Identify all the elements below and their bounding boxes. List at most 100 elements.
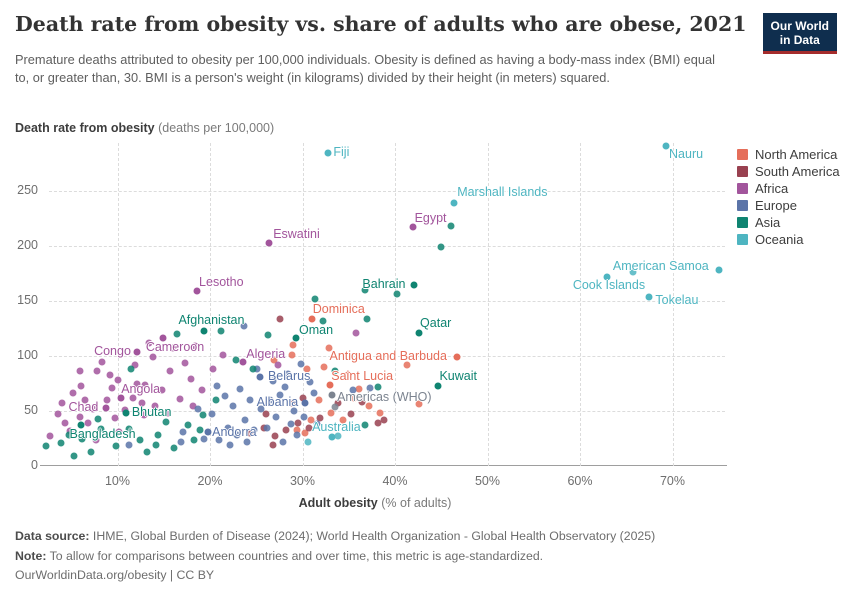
data-point-marshall-islands[interactable] — [450, 199, 458, 207]
data-point[interactable] — [276, 391, 284, 398]
data-point-chad[interactable] — [102, 404, 110, 412]
data-point[interactable] — [260, 424, 268, 431]
data-point[interactable] — [300, 413, 308, 420]
data-point[interactable] — [111, 414, 119, 422]
data-point[interactable] — [233, 431, 241, 439]
data-point[interactable] — [217, 327, 225, 335]
data-point[interactable] — [92, 436, 100, 444]
data-point[interactable] — [106, 371, 114, 379]
data-point[interactable] — [271, 432, 279, 440]
data-point[interactable] — [61, 419, 69, 427]
data-point-afghanistan[interactable] — [200, 327, 208, 335]
data-point[interactable] — [189, 402, 197, 409]
data-point-belarus[interactable] — [256, 373, 264, 381]
data-point-congo[interactable] — [133, 348, 141, 356]
data-point[interactable] — [94, 415, 102, 423]
data-point[interactable] — [224, 424, 232, 431]
data-point[interactable] — [266, 396, 274, 404]
data-point[interactable] — [293, 431, 301, 439]
data-point-american-samoa[interactable] — [715, 266, 723, 274]
data-point-algeria[interactable] — [239, 358, 247, 365]
data-point-nauru[interactable] — [662, 142, 670, 150]
data-point[interactable] — [58, 399, 66, 407]
data-point[interactable] — [196, 426, 204, 434]
data-point[interactable] — [70, 452, 78, 460]
data-point[interactable] — [213, 382, 221, 390]
data-point[interactable] — [151, 402, 159, 409]
data-point[interactable] — [288, 399, 296, 407]
data-point[interactable] — [125, 425, 133, 433]
data-point-bahrain[interactable] — [410, 281, 417, 288]
data-point-bhutan[interactable] — [122, 409, 130, 417]
data-point[interactable] — [143, 448, 151, 456]
data-point[interactable] — [361, 286, 369, 294]
data-point[interactable] — [253, 365, 261, 373]
data-point[interactable] — [145, 339, 153, 347]
data-point[interactable] — [299, 394, 307, 402]
data-point[interactable] — [140, 411, 148, 419]
data-point[interactable] — [179, 428, 187, 436]
data-point[interactable] — [76, 367, 84, 375]
data-point[interactable] — [437, 243, 445, 251]
data-point[interactable] — [208, 410, 216, 418]
data-point[interactable] — [294, 419, 302, 427]
data-point[interactable] — [236, 385, 244, 393]
data-point[interactable] — [270, 356, 278, 364]
data-point[interactable] — [81, 396, 89, 404]
data-point[interactable] — [98, 358, 106, 365]
data-point[interactable] — [198, 386, 206, 394]
data-point-dominica[interactable] — [308, 315, 316, 323]
data-point-cook-islands[interactable] — [603, 273, 611, 281]
data-point[interactable] — [229, 402, 237, 409]
data-point-oman[interactable] — [292, 334, 300, 342]
data-point[interactable] — [243, 438, 251, 446]
data-point[interactable] — [97, 425, 105, 433]
data-point[interactable] — [57, 439, 65, 447]
data-point[interactable] — [281, 383, 289, 391]
data-point[interactable] — [272, 413, 280, 420]
data-point[interactable] — [310, 389, 318, 397]
data-point-americas-who-[interactable] — [328, 391, 336, 398]
data-point[interactable] — [263, 424, 271, 431]
data-point[interactable] — [350, 394, 358, 402]
legend-item-asia[interactable]: Asia — [737, 214, 840, 231]
data-point[interactable] — [246, 396, 254, 404]
data-point[interactable] — [334, 432, 342, 440]
data-point-australia[interactable] — [328, 433, 336, 441]
data-point[interactable] — [366, 384, 374, 392]
data-point-saint-lucia[interactable] — [326, 381, 334, 389]
data-point[interactable] — [78, 435, 86, 442]
data-point[interactable] — [87, 448, 95, 456]
data-point[interactable] — [65, 431, 73, 439]
data-point[interactable] — [131, 361, 139, 369]
data-point[interactable] — [187, 375, 195, 383]
license-line[interactable]: OurWorldinData.org/obesity | CC BY — [15, 568, 215, 582]
data-point-egypt[interactable] — [409, 223, 417, 231]
data-point[interactable] — [177, 438, 185, 446]
data-point[interactable] — [319, 317, 327, 325]
data-point[interactable] — [311, 295, 319, 303]
data-point[interactable] — [141, 381, 149, 389]
data-point[interactable] — [293, 426, 301, 434]
data-point[interactable] — [93, 367, 101, 375]
data-point[interactable] — [215, 436, 223, 444]
data-point[interactable] — [226, 441, 234, 449]
data-point[interactable] — [250, 426, 258, 434]
data-point[interactable] — [136, 436, 144, 444]
data-point[interactable] — [158, 386, 166, 394]
legend-item-oceania[interactable]: Oceania — [737, 231, 840, 248]
data-point[interactable] — [347, 410, 355, 418]
data-point[interactable] — [331, 403, 339, 411]
data-point[interactable] — [262, 410, 270, 418]
data-point[interactable] — [358, 398, 366, 406]
data-point[interactable] — [46, 432, 54, 440]
data-point-lesotho[interactable] — [193, 287, 201, 295]
data-point[interactable] — [447, 222, 455, 230]
data-point[interactable] — [327, 409, 335, 417]
data-point[interactable] — [190, 436, 198, 444]
data-point[interactable] — [164, 409, 172, 417]
data-point[interactable] — [376, 409, 384, 417]
data-point[interactable] — [274, 361, 282, 369]
data-point[interactable] — [629, 268, 637, 276]
data-point[interactable] — [349, 386, 357, 394]
